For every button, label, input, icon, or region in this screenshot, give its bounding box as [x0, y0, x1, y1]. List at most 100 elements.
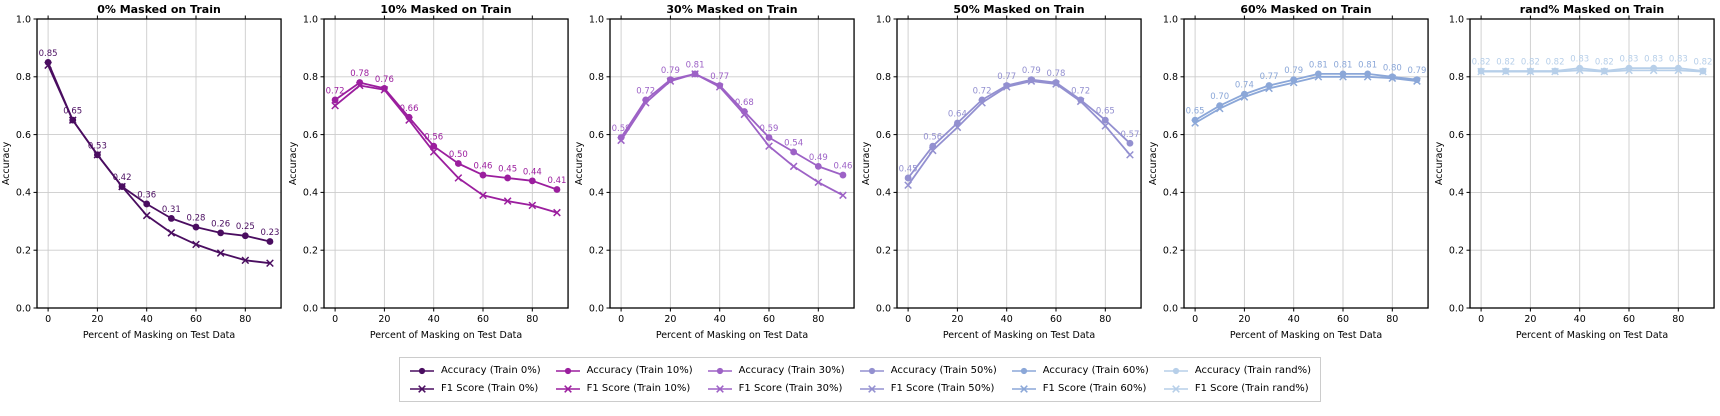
svg-text:0.2: 0.2 [876, 246, 891, 257]
svg-text:0.25: 0.25 [236, 222, 255, 232]
svg-text:0.2: 0.2 [589, 246, 604, 257]
legend-entry-label: F1 Score (Train 50%) [890, 383, 995, 394]
legend-entry-accuracy: Accuracy (Train 50%) [859, 362, 997, 379]
svg-text:0.82: 0.82 [1546, 58, 1565, 68]
legend-entry-accuracy: Accuracy (Train 10%) [555, 362, 693, 379]
chart-canvas: 0.85 0.65 0.53 0.42 0.36 0.31 0.28 0.26 0.25 0.23… [1, 3, 282, 341]
svg-text:0.54: 0.54 [785, 138, 804, 148]
svg-text:40: 40 [1287, 314, 1299, 325]
svg-text:0.6: 0.6 [876, 130, 891, 141]
svg-text:Percent of Masking on Test Dat: Percent of Masking on Test Data [83, 330, 235, 341]
accuracy-marker-icon [409, 367, 434, 374]
svg-text:0.6: 0.6 [16, 130, 31, 141]
svg-text:0.81: 0.81 [1333, 60, 1352, 70]
svg-text:Percent of Masking on Test Dat: Percent of Masking on Test Data [369, 330, 521, 341]
svg-text:0.4: 0.4 [1163, 188, 1178, 199]
svg-text:0.83: 0.83 [1669, 55, 1688, 65]
svg-text:0.6: 0.6 [589, 130, 604, 141]
accuracy-marker-icon [1011, 367, 1036, 374]
svg-text:0.83: 0.83 [1571, 55, 1590, 65]
svg-text:60: 60 [1337, 314, 1349, 325]
svg-text:0.8: 0.8 [303, 72, 318, 83]
svg-text:0.0: 0.0 [876, 303, 891, 314]
legend-column-1: Accuracy (Train 10%) F1 Score (Train 10%… [555, 362, 693, 397]
svg-text:0.59: 0.59 [612, 124, 631, 134]
svg-text:0.8: 0.8 [876, 72, 891, 83]
svg-text:Percent of Masking on Test Dat: Percent of Masking on Test Data [1229, 330, 1381, 341]
svg-text:0.28: 0.28 [187, 214, 206, 224]
svg-text:10% Masked on Train: 10% Masked on Train [380, 3, 511, 16]
svg-text:0.46: 0.46 [834, 162, 853, 172]
svg-text:0: 0 [1192, 314, 1198, 325]
chart-rand-masked: 0.82 0.82 0.82 0.82 0.83 0.82 0.83 0.83 0.83 0.82… [1433, 0, 1720, 348]
svg-text:0.59: 0.59 [760, 124, 779, 134]
svg-text:Accuracy: Accuracy [1148, 141, 1159, 185]
svg-text:0.6: 0.6 [1163, 130, 1178, 141]
legend: Accuracy (Train 0%) F1 Score (Train 0%) … [398, 357, 1322, 402]
svg-text:0.82: 0.82 [1497, 58, 1516, 68]
f1-marker-icon [859, 384, 884, 393]
legend-entry-f1: F1 Score (Train 10%) [555, 380, 693, 397]
svg-text:0.56: 0.56 [923, 133, 942, 143]
svg-text:40: 40 [141, 314, 153, 325]
svg-text:0.81: 0.81 [1358, 60, 1377, 70]
svg-text:0.72: 0.72 [1071, 86, 1090, 96]
svg-text:40: 40 [427, 314, 439, 325]
svg-text:60: 60 [763, 314, 775, 325]
svg-text:40: 40 [1574, 314, 1586, 325]
f1-marker-icon [1011, 384, 1036, 393]
svg-text:0.77: 0.77 [711, 72, 730, 82]
svg-text:60: 60 [1623, 314, 1635, 325]
svg-text:60: 60 [190, 314, 202, 325]
svg-text:30% Masked on Train: 30% Masked on Train [667, 3, 798, 16]
svg-text:0.68: 0.68 [735, 98, 754, 108]
chart-canvas: 0.590.720.790.810.770.680.590.540.490.46… [574, 3, 856, 341]
svg-text:1.0: 1.0 [876, 14, 891, 25]
svg-text:20: 20 [91, 314, 103, 325]
svg-text:0.2: 0.2 [303, 246, 318, 257]
svg-text:Accuracy: Accuracy [574, 141, 585, 185]
svg-text:0.56: 0.56 [424, 133, 443, 143]
svg-text:20: 20 [951, 314, 963, 325]
svg-text:Accuracy: Accuracy [861, 141, 872, 185]
svg-text:0.78: 0.78 [350, 69, 369, 79]
svg-text:0.0: 0.0 [1163, 303, 1178, 314]
accuracy-marker-icon [1163, 367, 1188, 374]
svg-text:80: 80 [1099, 314, 1111, 325]
svg-text:0.82: 0.82 [1694, 58, 1713, 68]
svg-text:0.4: 0.4 [1449, 188, 1464, 199]
f1-marker-icon [409, 384, 434, 393]
legend-wrap: Accuracy (Train 0%) F1 Score (Train 0%) … [0, 357, 1720, 402]
svg-text:0.2: 0.2 [16, 246, 31, 257]
svg-text:0.74: 0.74 [1235, 81, 1254, 91]
svg-text:0.2: 0.2 [1449, 246, 1464, 257]
svg-text:0.81: 0.81 [1309, 60, 1328, 70]
svg-text:0.31: 0.31 [162, 205, 181, 215]
legend-entry-f1: F1 Score (Train 50%) [859, 380, 997, 397]
svg-text:0.82: 0.82 [1472, 58, 1491, 68]
svg-text:0.42: 0.42 [113, 173, 132, 183]
svg-text:0.79: 0.79 [1284, 66, 1303, 76]
svg-text:0.72: 0.72 [637, 86, 656, 96]
svg-text:0.8: 0.8 [16, 72, 31, 83]
svg-text:0.50: 0.50 [449, 150, 468, 160]
svg-text:0: 0 [618, 314, 624, 325]
svg-text:1.0: 1.0 [589, 14, 604, 25]
svg-text:0.81: 0.81 [686, 60, 705, 70]
chart-30-masked: 0.59 0.72 0.79 0.81 0.77 0.68 0.59 0.54 0.49 0.46… [573, 0, 860, 348]
chart-10-masked: 0.72 0.78 0.76 0.66 0.56 0.50 0.46 0.45 0.44 0.41… [287, 0, 574, 348]
chart-0-masked: 0.85 0.65 0.53 0.42 0.36 0.31 0.28 0.26 0.25 0.23… [0, 0, 287, 348]
chart-50-masked: 0.45 0.56 0.64 0.72 0.77 0.79 0.78 0.72 0.65 0.57… [860, 0, 1147, 348]
svg-text:0.70: 0.70 [1210, 92, 1229, 102]
accuracy-marker-icon [859, 367, 884, 374]
legend-entry-label: Accuracy (Train rand%) [1194, 365, 1312, 376]
svg-text:Accuracy: Accuracy [288, 141, 299, 185]
legend-column-2: Accuracy (Train 30%) F1 Score (Train 30%… [707, 362, 845, 397]
legend-entry-label: F1 Score (Train 30%) [738, 383, 843, 394]
svg-text:0.45: 0.45 [498, 164, 517, 174]
svg-text:0.4: 0.4 [589, 188, 604, 199]
chart-canvas: 0.82 0.82 0.82 0.82 0.83 0.82 0.83 0.83 0.83 0.82… [1434, 3, 1715, 341]
legend-entry-label: F1 Score (Train 0%) [440, 383, 539, 394]
legend-entry-accuracy: Accuracy (Train rand%) [1163, 362, 1311, 379]
svg-text:20: 20 [1525, 314, 1537, 325]
